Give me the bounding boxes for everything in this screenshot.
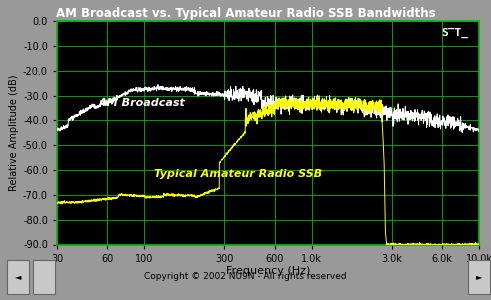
Text: Copyright © 2002 NU9N - All rights reserved: Copyright © 2002 NU9N - All rights reser… [144,272,347,281]
Bar [7,260,29,294]
Bar [468,260,490,294]
X-axis label: Frequency (Hz): Frequency (Hz) [226,266,310,276]
Y-axis label: Relative Amplitude (dB): Relative Amplitude (dB) [9,74,19,191]
Bar [33,260,55,294]
Text: S̅T̲: S̅T̲ [442,28,468,38]
Text: Typical Amateur Radio SSB: Typical Amateur Radio SSB [154,169,322,179]
Text: ◄: ◄ [15,272,22,281]
Text: AM Broadcast vs. Typical Amateur Radio SSB Bandwidths: AM Broadcast vs. Typical Amateur Radio S… [55,8,436,20]
Text: ►: ► [476,272,482,281]
Text: AM Broadcast: AM Broadcast [99,98,186,108]
